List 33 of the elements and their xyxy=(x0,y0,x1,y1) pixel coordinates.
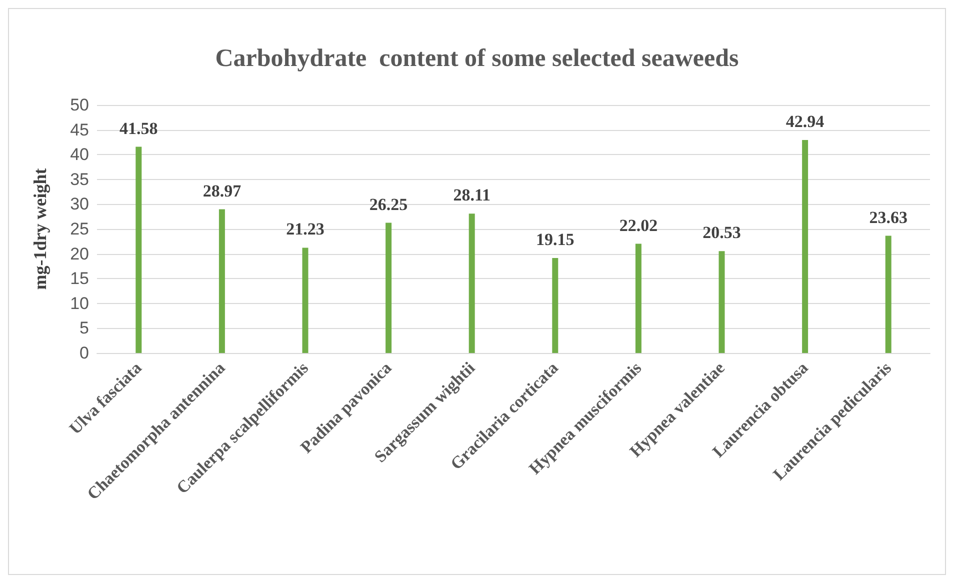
data-label: 21.23 xyxy=(286,220,324,239)
y-tick-label: 15 xyxy=(70,269,89,288)
y-tick-label: 45 xyxy=(70,120,89,140)
y-tick-label: 25 xyxy=(70,220,89,238)
data-label: 42.94 xyxy=(786,112,825,132)
y-tick-label: 5 xyxy=(80,318,89,338)
y-axis-title: mg-1dry weight xyxy=(30,168,50,290)
bar xyxy=(468,214,475,353)
data-label: 28.97 xyxy=(202,181,242,200)
bar xyxy=(802,140,808,353)
bar xyxy=(635,244,642,353)
y-tick-label: 35 xyxy=(70,170,89,189)
data-label: 19.15 xyxy=(536,230,574,250)
bar xyxy=(218,209,225,353)
data-label: 23.63 xyxy=(869,208,908,227)
data-label: 28.11 xyxy=(453,186,491,205)
data-label: 20.53 xyxy=(702,223,741,242)
bar xyxy=(386,222,392,353)
y-tick-label: 0 xyxy=(80,344,89,362)
bar xyxy=(552,258,558,353)
chart-title: Carbohydrate content of some selected seaweeds xyxy=(215,45,740,72)
data-label: 22.02 xyxy=(619,216,658,235)
y-tick-label: 20 xyxy=(70,244,89,264)
data-label: 26.25 xyxy=(369,194,408,214)
y-tick-label: 30 xyxy=(70,194,89,214)
data-label: 41.58 xyxy=(120,118,158,138)
bar xyxy=(718,251,725,353)
bar xyxy=(885,236,892,353)
bar xyxy=(136,146,142,353)
y-tick-label: 50 xyxy=(70,96,89,114)
y-tick-label: 10 xyxy=(70,294,89,313)
y-tick-label: 40 xyxy=(70,145,89,164)
bar xyxy=(302,248,308,353)
